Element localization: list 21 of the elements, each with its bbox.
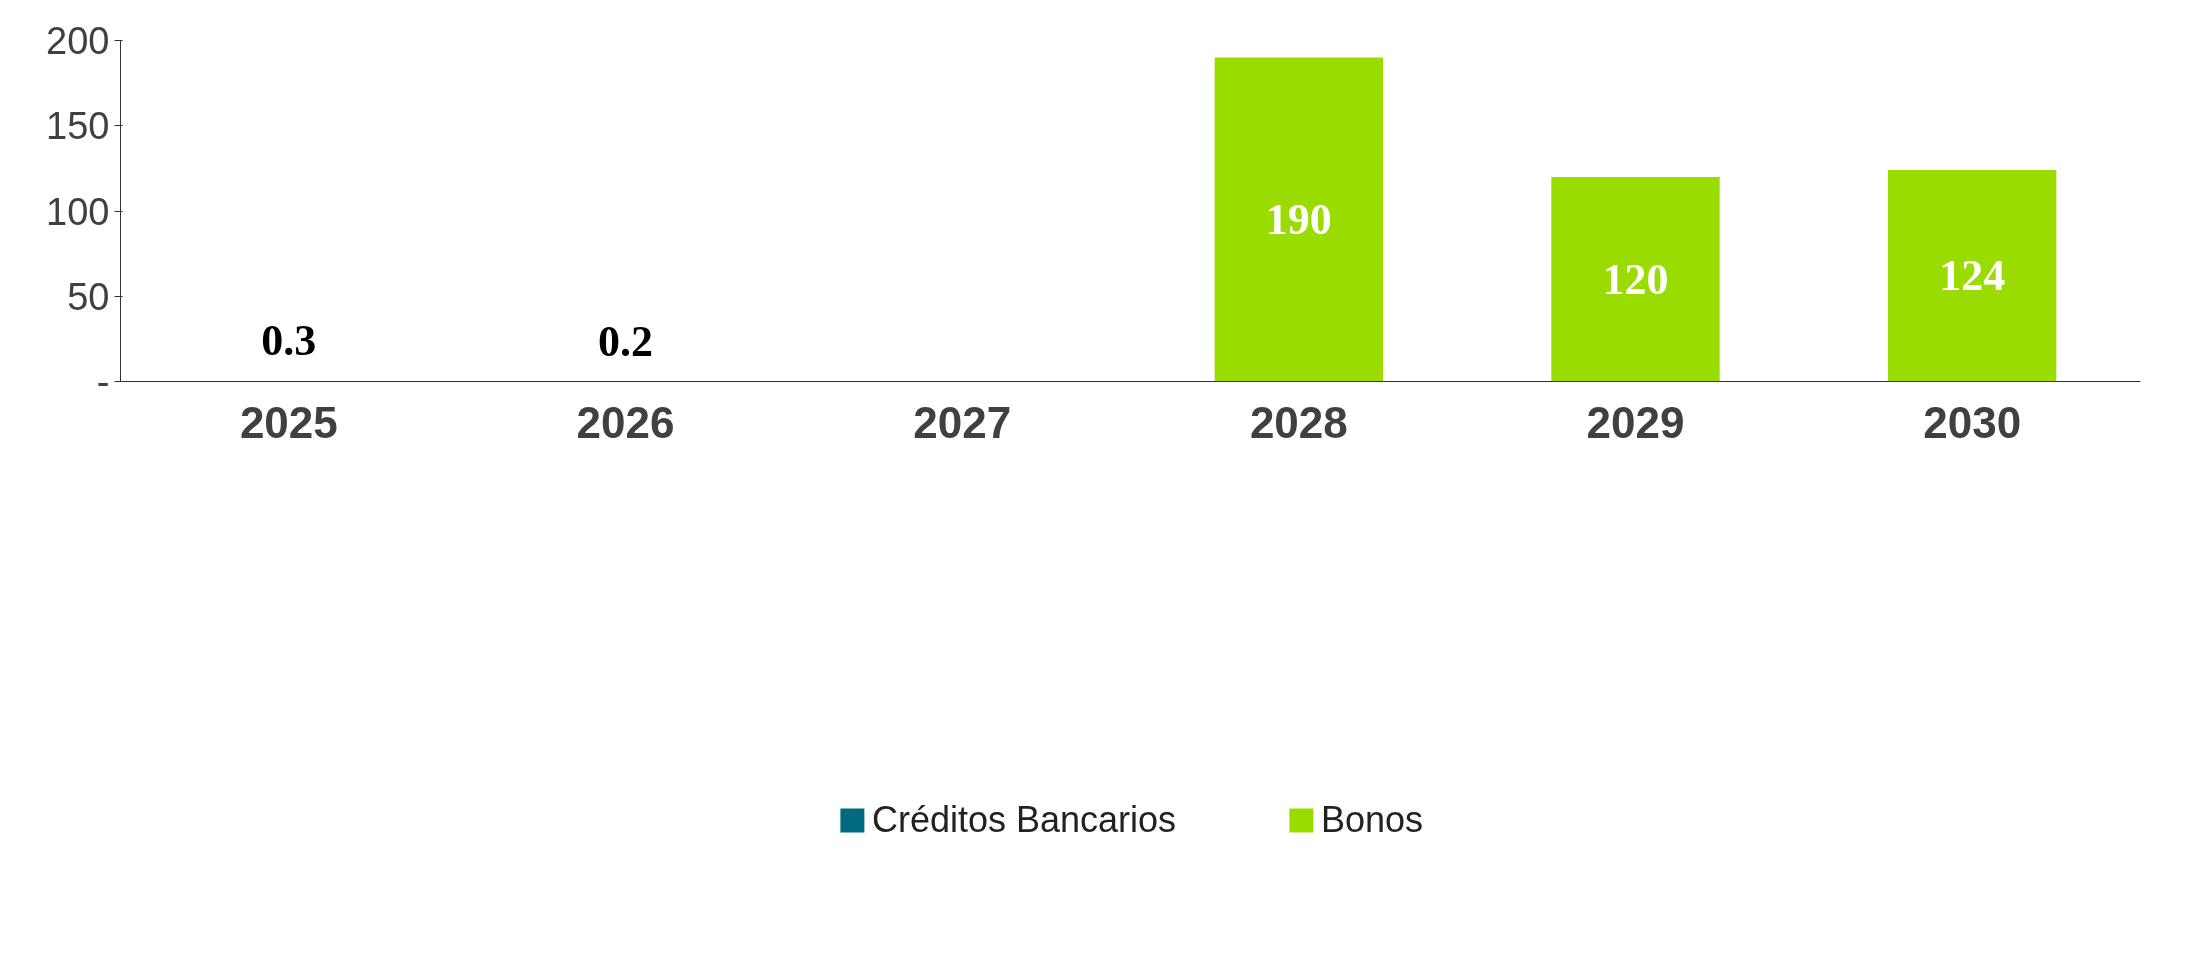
bar [1551, 176, 1720, 382]
bar [1888, 170, 2057, 382]
x-tick-label: 2029 [1586, 397, 1685, 447]
x-tick-label: 2028 [1249, 397, 1348, 447]
x-tick-label: 2027 [913, 397, 1012, 447]
data-label: 0.3 [261, 316, 317, 366]
legend-label: Bonos [1321, 798, 1424, 841]
bar [1214, 57, 1383, 382]
y-tick-label: 50 [67, 275, 110, 318]
y-tick-label: 100 [46, 190, 110, 233]
legend-label: Créditos Bancarios [871, 798, 1177, 841]
x-tick-label: 2030 [1923, 397, 2022, 447]
y-tick-label: 200 [46, 20, 110, 62]
data-label: 0.2 [598, 316, 653, 366]
y-tick-label: - [96, 361, 110, 403]
x-tick-label: 2026 [576, 397, 675, 447]
data-label: 120 [1602, 254, 1669, 304]
x-tick-label: 2025 [239, 397, 338, 447]
data-label: 124 [1939, 251, 2006, 301]
data-label: 190 [1265, 195, 1332, 245]
y-tick-label: 150 [46, 105, 110, 148]
